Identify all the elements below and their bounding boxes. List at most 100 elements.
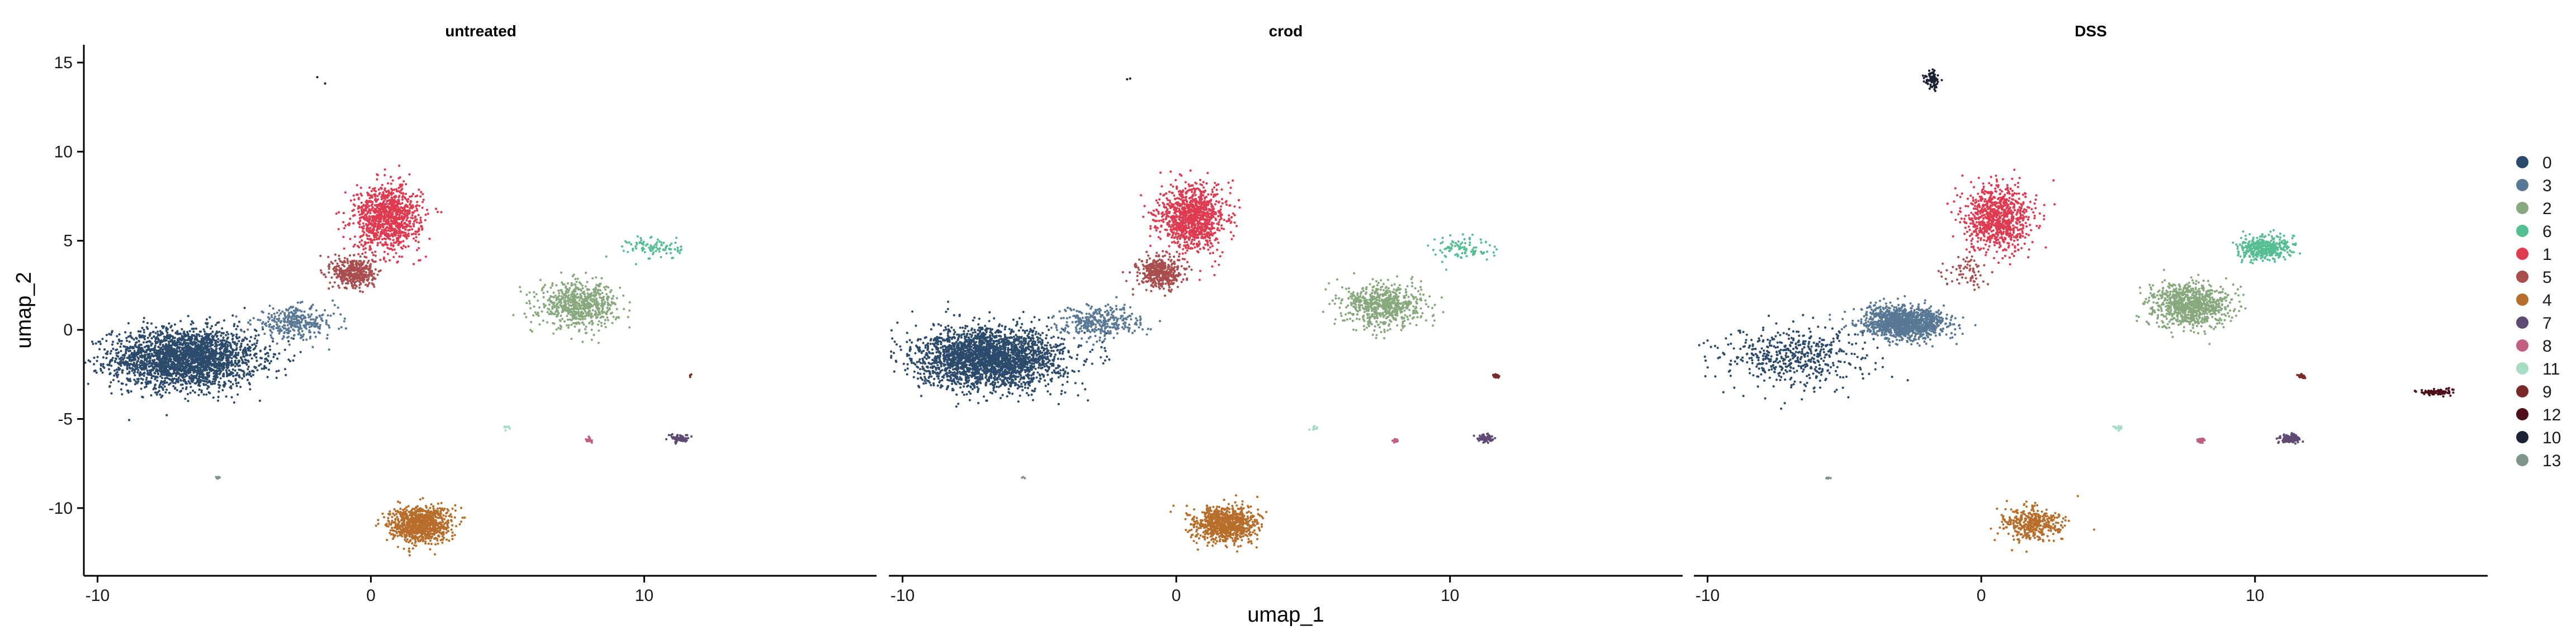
point	[373, 234, 376, 237]
point	[602, 315, 605, 319]
point	[222, 339, 225, 342]
point	[568, 299, 571, 301]
point	[150, 394, 153, 397]
point	[360, 201, 363, 204]
point	[593, 334, 595, 337]
point	[115, 352, 118, 354]
point	[93, 356, 96, 359]
point	[567, 302, 570, 305]
point	[220, 345, 223, 348]
point	[353, 235, 357, 238]
point	[159, 393, 162, 396]
point	[206, 387, 209, 390]
point	[146, 353, 149, 356]
point	[164, 358, 167, 361]
point	[268, 345, 271, 348]
point	[273, 319, 276, 322]
point	[278, 332, 281, 335]
point	[406, 212, 409, 215]
point	[373, 211, 376, 214]
point	[165, 353, 168, 356]
point	[269, 334, 272, 337]
point	[168, 383, 171, 386]
point	[125, 383, 127, 386]
point	[290, 318, 293, 320]
point	[584, 295, 586, 298]
point	[141, 378, 144, 381]
point	[177, 380, 179, 383]
point	[567, 291, 570, 293]
point	[157, 330, 159, 333]
point	[147, 373, 150, 376]
point	[155, 393, 158, 396]
point	[144, 335, 146, 338]
point	[669, 244, 671, 247]
point	[191, 334, 193, 337]
point	[577, 330, 580, 333]
point	[275, 321, 278, 324]
point	[233, 355, 235, 358]
point	[143, 331, 145, 334]
point	[570, 338, 573, 340]
point	[211, 335, 214, 338]
point	[614, 318, 617, 321]
point	[292, 314, 295, 316]
point	[379, 235, 382, 238]
point	[224, 354, 227, 357]
point	[335, 272, 338, 275]
point	[674, 242, 677, 244]
point	[343, 259, 346, 263]
point	[207, 350, 210, 353]
point	[183, 334, 186, 338]
point	[617, 316, 620, 319]
point	[409, 207, 411, 210]
point	[191, 366, 194, 368]
point	[150, 344, 153, 347]
point	[137, 380, 140, 383]
point	[206, 381, 209, 384]
point	[277, 370, 280, 372]
point	[352, 287, 354, 290]
point	[338, 211, 340, 214]
point	[376, 244, 379, 247]
point	[270, 314, 273, 317]
point	[680, 248, 683, 251]
panel-points-untreated	[84, 75, 693, 557]
point	[243, 330, 246, 333]
point	[596, 323, 599, 326]
point	[204, 344, 207, 347]
point	[564, 296, 567, 299]
point	[245, 362, 248, 364]
point	[268, 325, 271, 328]
point	[283, 324, 286, 327]
point	[352, 209, 356, 211]
point	[669, 252, 672, 254]
point	[249, 319, 252, 322]
point	[394, 196, 396, 198]
point	[584, 310, 586, 313]
point	[109, 352, 112, 355]
point	[590, 338, 593, 341]
point	[342, 235, 345, 238]
point	[220, 365, 222, 368]
point	[183, 330, 186, 333]
point	[371, 274, 373, 277]
point	[195, 370, 197, 372]
point	[387, 217, 390, 220]
point	[128, 372, 131, 375]
point	[634, 247, 638, 250]
point	[264, 346, 267, 349]
point	[339, 313, 342, 316]
point	[387, 233, 390, 236]
point	[392, 188, 396, 191]
point	[326, 337, 329, 340]
point	[332, 285, 334, 288]
point	[382, 197, 385, 200]
point	[170, 325, 173, 328]
point	[288, 307, 291, 310]
point	[628, 309, 631, 312]
point	[251, 343, 254, 347]
point	[197, 370, 200, 373]
point	[369, 212, 372, 215]
point	[580, 312, 583, 315]
